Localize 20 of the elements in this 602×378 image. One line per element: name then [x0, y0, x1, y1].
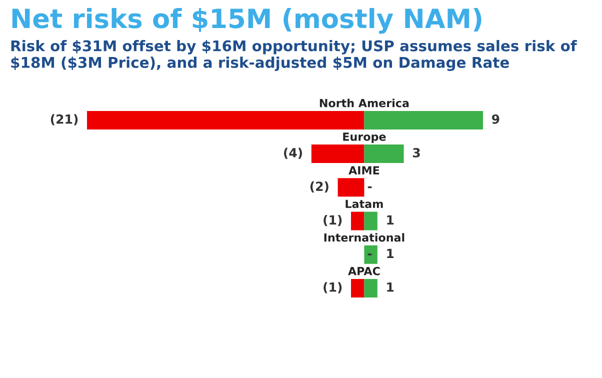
data-label: (21) — [50, 114, 78, 126]
data-label: - — [368, 186, 372, 188]
data-label: 1 — [387, 215, 394, 224]
y-tick-label: International — [324, 233, 404, 242]
y-tick-label: AIME — [348, 166, 380, 174]
data-label: (4) — [284, 148, 302, 159]
data-label: (1) — [324, 282, 342, 294]
data-label: 1 — [387, 248, 394, 258]
y-tick-label: Europe — [343, 132, 386, 144]
y-tick-label: Latam — [346, 200, 383, 208]
y-tick-label: North America — [320, 98, 409, 108]
chart-subtitle: Risk of $31M offset by $16M opportunity; USP assumes sales risk of $18M ($3M Price), and a risk-adjusted $5M on Damage Rate — [11, 40, 577, 71]
y-tick-label: APAC — [348, 266, 380, 276]
data-label: (2) — [310, 181, 328, 192]
data-label: 3 — [412, 148, 420, 158]
data-label: 1 — [387, 282, 394, 292]
chart-title: Net risks of $15M (mostly NAM) — [12, 8, 482, 34]
data-label: (1) — [324, 214, 342, 226]
data-label: 9 — [492, 114, 500, 124]
data-label: - — [368, 254, 372, 256]
